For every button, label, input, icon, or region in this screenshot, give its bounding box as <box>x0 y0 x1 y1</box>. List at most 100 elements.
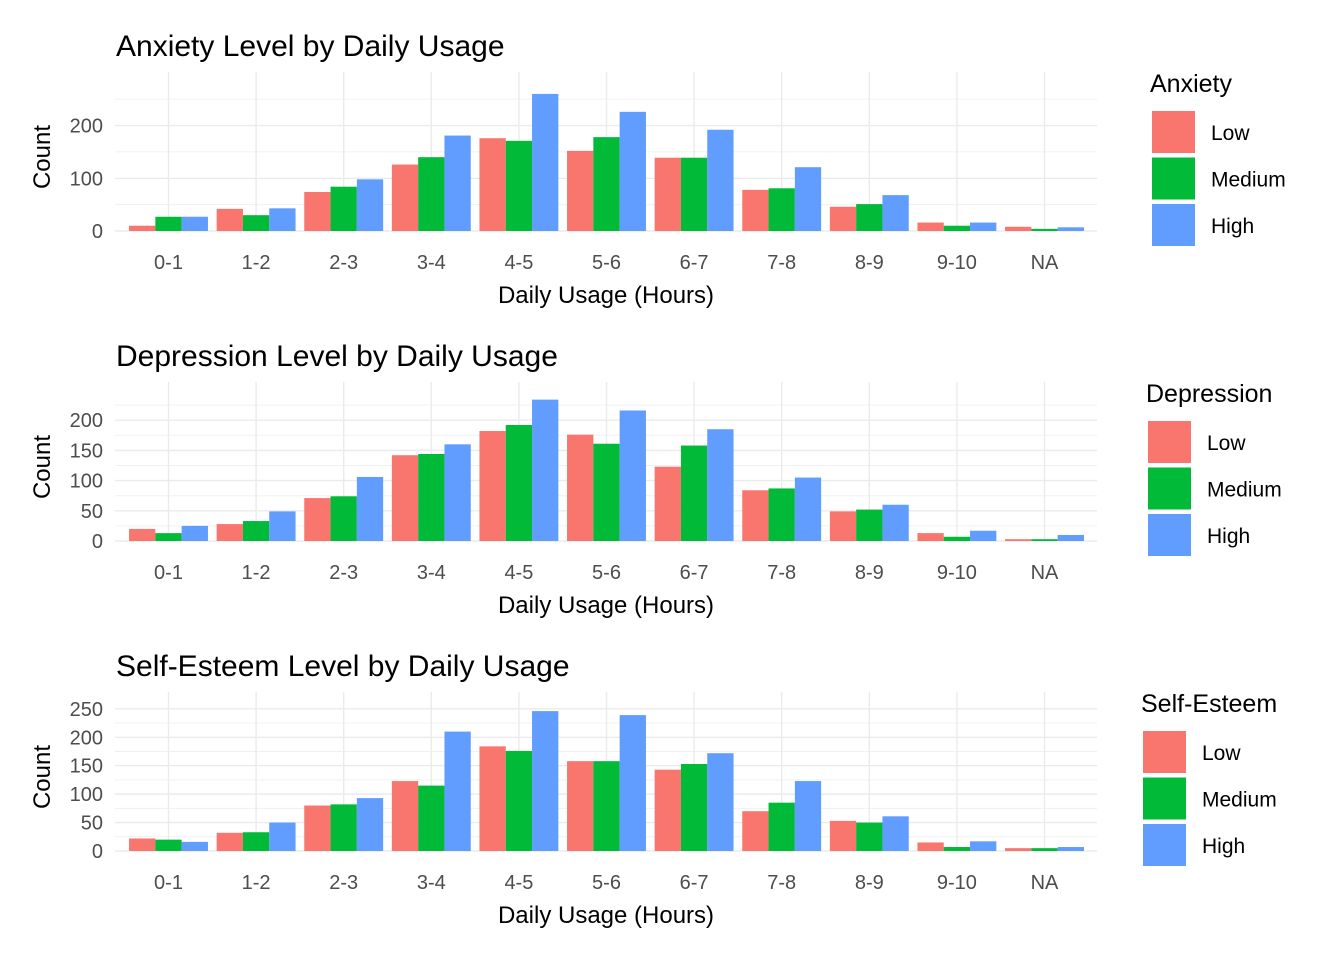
y-tick-label: 0 <box>92 841 103 863</box>
y-tick-label: 100 <box>70 168 103 190</box>
legend-label: High <box>1211 215 1254 238</box>
x-tick-label: 4-5 <box>504 872 533 894</box>
bar-low-3-4 <box>391 164 419 231</box>
x-tick-label: 3-4 <box>417 252 446 274</box>
chart-title: Anxiety Level by Daily Usage <box>116 30 505 63</box>
legend-key-low <box>1152 111 1195 153</box>
bar-low-2-3 <box>304 805 331 851</box>
bar-low-6-7 <box>654 769 681 851</box>
bar-low-NA <box>1005 848 1032 851</box>
x-tick-label: 7-8 <box>767 562 796 584</box>
legend-key-medium <box>1143 777 1186 820</box>
y-tick-label: 200 <box>70 410 103 432</box>
legend-title: Anxiety <box>1150 70 1232 98</box>
y-tick-label: 50 <box>81 813 103 835</box>
bar-high-4-5 <box>532 399 559 542</box>
x-tick-label: 6-7 <box>680 562 709 584</box>
bar-high-7-8 <box>794 477 822 541</box>
x-tick-label: 5-6 <box>592 562 621 584</box>
bar-medium-6-7 <box>680 445 708 541</box>
bar-medium-1-2 <box>242 521 270 541</box>
bar-high-4-5 <box>532 711 559 851</box>
x-tick-label: NA <box>1031 562 1059 584</box>
bar-medium-4-5 <box>505 750 533 851</box>
x-tick-label: 2-3 <box>329 872 358 894</box>
legend-label: Low <box>1211 122 1250 145</box>
legend-key-high <box>1143 824 1186 866</box>
x-tick-label: 3-4 <box>417 562 446 584</box>
bar-medium-0-1 <box>155 533 182 541</box>
bars <box>129 93 1084 231</box>
bar-low-1-2 <box>216 208 243 231</box>
bar-medium-2-3 <box>330 496 357 541</box>
bar-medium-2-3 <box>330 804 357 851</box>
bar-medium-NA <box>1031 228 1058 231</box>
bar-medium-2-3 <box>330 186 357 231</box>
bar-low-7-8 <box>742 189 769 231</box>
legend: Self-Esteem Low Medium High <box>1141 690 1277 866</box>
bar-high-2-3 <box>356 798 384 851</box>
x-tick-label: 1-2 <box>242 872 271 894</box>
bar-high-4-5 <box>532 93 559 231</box>
bar-high-7-8 <box>794 781 822 851</box>
bar-medium-6-7 <box>680 157 708 231</box>
bar-medium-5-6 <box>593 137 620 231</box>
x-tick-label: 7-8 <box>767 872 796 894</box>
bar-medium-8-9 <box>856 204 883 231</box>
chart-title: Self-Esteem Level by Daily Usage <box>116 650 570 683</box>
bar-medium-1-2 <box>242 215 270 231</box>
bar-high-7-8 <box>794 167 822 231</box>
bar-medium-0-1 <box>155 216 182 231</box>
bar-low-0-1 <box>129 838 156 851</box>
bar-high-9-10 <box>970 530 997 541</box>
bar-medium-NA <box>1031 539 1058 541</box>
bar-medium-3-4 <box>418 785 445 851</box>
bars <box>129 711 1084 851</box>
legend-key-low <box>1143 731 1186 773</box>
bar-medium-0-1 <box>155 839 182 851</box>
y-tick-label: 100 <box>70 784 103 806</box>
legend-label: Low <box>1202 742 1241 765</box>
x-axis-title: Daily Usage (Hours) <box>498 592 714 619</box>
bar-high-8-9 <box>882 195 909 231</box>
legend-title: Self-Esteem <box>1141 690 1277 718</box>
x-tick-label: 8-9 <box>855 252 884 274</box>
x-tick-label: 4-5 <box>504 562 533 584</box>
bar-high-1-2 <box>269 511 296 541</box>
x-tick-label: 0-1 <box>154 252 183 274</box>
bar-medium-7-8 <box>768 802 795 851</box>
legend-label: Low <box>1207 432 1246 455</box>
bar-high-1-2 <box>269 822 296 851</box>
x-tick-label: 3-4 <box>417 872 446 894</box>
bar-high-6-7 <box>707 129 734 231</box>
x-tick-label: 9-10 <box>937 252 977 274</box>
bar-high-3-4 <box>444 731 471 851</box>
legend-label: High <box>1202 835 1245 858</box>
bar-medium-5-6 <box>593 443 620 541</box>
bar-medium-3-4 <box>418 157 445 231</box>
bar-medium-7-8 <box>768 488 795 541</box>
x-tick-label: 4-5 <box>504 252 533 274</box>
legend-label: Medium <box>1202 789 1277 812</box>
bar-high-1-2 <box>269 208 296 231</box>
legend-key-medium <box>1152 157 1195 200</box>
bar-low-3-4 <box>391 781 419 851</box>
y-tick-label: 150 <box>70 756 103 778</box>
bars <box>129 399 1084 542</box>
chart-panel-2: Depression Level by Daily Usage 0 50 100 150… <box>29 340 1282 619</box>
chart-title: Depression Level by Daily Usage <box>116 340 558 373</box>
bar-low-6-7 <box>654 466 681 541</box>
y-tick-label: 200 <box>70 727 103 749</box>
bar-high-NA <box>1057 534 1084 541</box>
bar-medium-8-9 <box>856 509 883 541</box>
y-tick-label: 0 <box>92 531 103 553</box>
bar-low-5-6 <box>567 761 594 851</box>
bar-low-0-1 <box>129 528 156 541</box>
x-tick-label: 1-2 <box>242 252 271 274</box>
bar-medium-NA <box>1031 848 1058 851</box>
bar-medium-6-7 <box>680 764 708 851</box>
bar-high-3-4 <box>444 444 471 541</box>
legend-title: Depression <box>1146 380 1272 408</box>
bar-low-9-10 <box>917 842 944 851</box>
